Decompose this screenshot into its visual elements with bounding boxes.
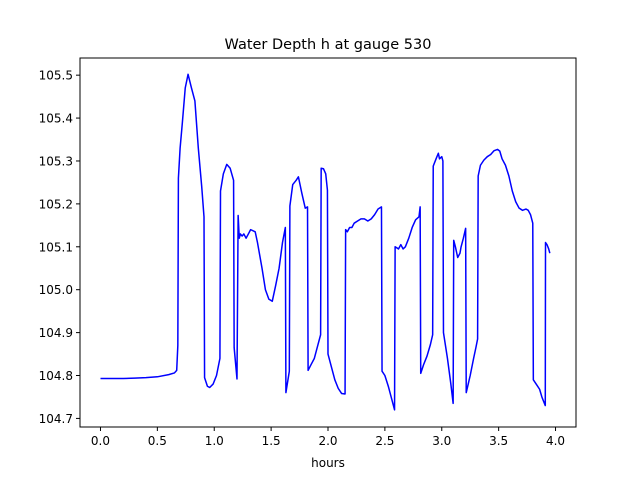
x-tick-label: 2.0 (318, 434, 337, 448)
y-tick-label: 104.7 (39, 412, 73, 426)
y-tick-label: 105.1 (39, 240, 73, 254)
y-tick-label: 105.2 (39, 197, 73, 211)
x-axis: 0.0 0.5 1.0 1.5 2.0 2.5 3.0 3.5 4.0 (91, 427, 565, 448)
x-tick-label: 3.5 (489, 434, 508, 448)
chart-title: Water Depth h at gauge 530 (225, 37, 432, 53)
y-tick-label: 105.0 (39, 283, 73, 297)
y-tick-label: 105.3 (39, 154, 73, 168)
plot-area (100, 73, 551, 411)
y-tick-label: 104.8 (39, 369, 73, 383)
x-axis-label: hours (311, 456, 345, 470)
x-tick-label: 2.5 (375, 434, 394, 448)
x-tick-label: 4.0 (546, 434, 565, 448)
x-tick-label: 0.5 (148, 434, 167, 448)
x-tick-label: 1.0 (205, 434, 224, 448)
series-line-0 (100, 73, 551, 411)
y-tick-label: 105.5 (39, 69, 73, 83)
y-tick-label: 104.9 (39, 326, 73, 340)
y-axis: 104.7 104.8 104.9 105.0 105.1 105.2 105.3 105.4… (39, 69, 80, 426)
x-tick-label: 0.0 (91, 434, 110, 448)
x-tick-label: 3.0 (432, 434, 451, 448)
y-tick-label: 105.4 (39, 112, 73, 126)
x-tick-label: 1.5 (262, 434, 281, 448)
